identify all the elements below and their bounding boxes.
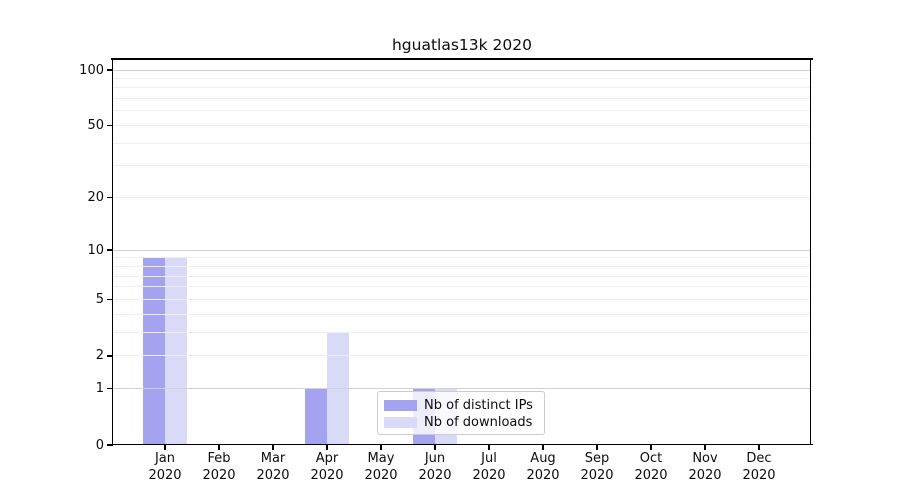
- legend-item-distinct-ips: Nb of distinct IPs: [384, 397, 537, 414]
- x-tick-label-aug: Aug 2020: [526, 451, 560, 483]
- legend-label: Nb of distinct IPs: [424, 398, 533, 413]
- gridline-minor-6: [113, 286, 811, 288]
- gridline-minor-20: [113, 197, 811, 199]
- y-tick-label-1: 1: [95, 381, 104, 397]
- x-tick-mark-aug: [542, 445, 544, 450]
- y-tick-mark-5: [107, 298, 113, 301]
- bar-nb-of-distinct-ips-jan-2020: [143, 257, 165, 445]
- gridline-minor-4: [113, 313, 811, 315]
- x-tick-label-jun: Jun 2020: [418, 451, 452, 483]
- gridline-minor-80: [113, 87, 811, 89]
- gridline-minor-8: [113, 265, 811, 267]
- y-tick-mark-1: [107, 387, 113, 390]
- gridline-minor-40: [113, 142, 811, 144]
- x-tick-mark-jan: [164, 445, 166, 450]
- x-tick-label-feb: Feb 2020: [202, 451, 236, 483]
- x-tick-mark-apr: [326, 445, 328, 450]
- axis-spine-bottom: [111, 443, 813, 446]
- bar-nb-of-distinct-ips-apr-2020: [305, 388, 327, 445]
- y-tick-label-2: 2: [95, 348, 104, 364]
- x-tick-mark-mar: [272, 445, 274, 450]
- legend-item-downloads: Nb of downloads: [384, 414, 537, 431]
- x-tick-label-mar: Mar 2020: [256, 451, 290, 483]
- gridline-minor-30: [113, 165, 811, 167]
- x-tick-mark-jun: [434, 445, 436, 450]
- gridline-minor-50: [113, 125, 811, 127]
- x-tick-label-apr: Apr 2020: [310, 451, 344, 483]
- gridline-major-1: [113, 388, 811, 390]
- x-tick-mark-may: [380, 445, 382, 450]
- gridline-minor-9: [113, 257, 811, 259]
- x-tick-label-nov: Nov 2020: [688, 451, 722, 483]
- y-tick-label-100: 100: [79, 62, 104, 78]
- y-tick-mark-10: [107, 249, 113, 251]
- y-tick-label-10: 10: [87, 242, 104, 258]
- x-tick-label-sep: Sep 2020: [580, 451, 614, 483]
- axis-spine-right: [809, 58, 812, 445]
- bar-nb-of-downloads-jan-2020: [165, 257, 187, 445]
- axis-spine-left: [111, 58, 114, 445]
- x-tick-label-dec: Dec 2020: [742, 451, 776, 483]
- y-tick-mark-100: [107, 69, 113, 71]
- gridline-major-100: [113, 69, 811, 71]
- x-tick-label-may: May 2020: [364, 451, 398, 483]
- legend-swatch-downloads: [384, 417, 417, 428]
- x-tick-mark-feb: [218, 445, 220, 450]
- gridline-minor-60: [113, 110, 811, 112]
- y-tick-mark-50: [107, 124, 113, 127]
- gridline-minor-5: [113, 298, 811, 300]
- gridline-minor-3: [113, 331, 811, 333]
- legend-swatch-distinct-ips: [384, 400, 417, 411]
- x-tick-mark-oct: [650, 445, 652, 450]
- y-tick-label-5: 5: [95, 291, 104, 307]
- y-tick-mark-2: [107, 354, 113, 357]
- x-tick-label-jan: Jan 2020: [148, 451, 182, 483]
- x-tick-label-oct: Oct 2020: [634, 451, 668, 483]
- legend: Nb of distinct IPs Nb of downloads: [377, 391, 545, 435]
- x-tick-mark-dec: [758, 445, 760, 450]
- y-tick-label-50: 50: [87, 118, 104, 134]
- x-tick-mark-nov: [704, 445, 706, 450]
- legend-label: Nb of downloads: [424, 415, 533, 430]
- y-tick-label-0: 0: [95, 437, 104, 453]
- x-tick-mark-sep: [596, 445, 598, 450]
- gridline-minor-70: [113, 98, 811, 100]
- x-tick-mark-jul: [488, 445, 490, 450]
- axis-spine-top: [111, 58, 813, 60]
- gridline-minor-7: [113, 275, 811, 277]
- y-tick-mark-0: [107, 444, 113, 446]
- gridline-minor-90: [113, 77, 811, 79]
- y-tick-label-20: 20: [87, 190, 104, 206]
- chart-title: hguatlas13k 2020: [391, 36, 532, 54]
- plot-area: [113, 59, 811, 445]
- gridline-major-10: [113, 249, 811, 251]
- gridline-minor-2: [113, 355, 811, 357]
- y-tick-mark-20: [107, 196, 113, 199]
- x-tick-label-jul: Jul 2020: [472, 451, 506, 483]
